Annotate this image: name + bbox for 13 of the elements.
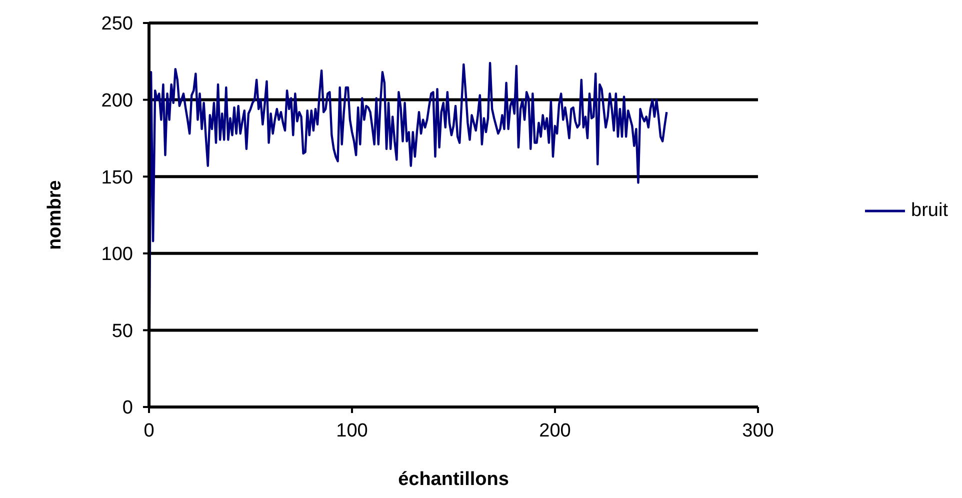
y-tick-label: 100 — [101, 244, 133, 266]
x-tick-label: 100 — [336, 420, 368, 442]
y-tick-label: 50 — [112, 320, 133, 342]
x-axis-title: échantillons — [398, 469, 509, 490]
x-tick-label: 0 — [144, 420, 154, 442]
y-axis-title: nombre — [44, 180, 66, 250]
x-tick-label: 300 — [742, 420, 774, 442]
y-tick-label: 150 — [101, 167, 133, 188]
y-tick-label: 0 — [122, 398, 133, 419]
y-tick-label: 250 — [101, 14, 133, 35]
y-tick-label: 200 — [101, 90, 133, 112]
legend-label: bruit — [911, 200, 948, 222]
x-tick-label: 200 — [539, 420, 571, 442]
